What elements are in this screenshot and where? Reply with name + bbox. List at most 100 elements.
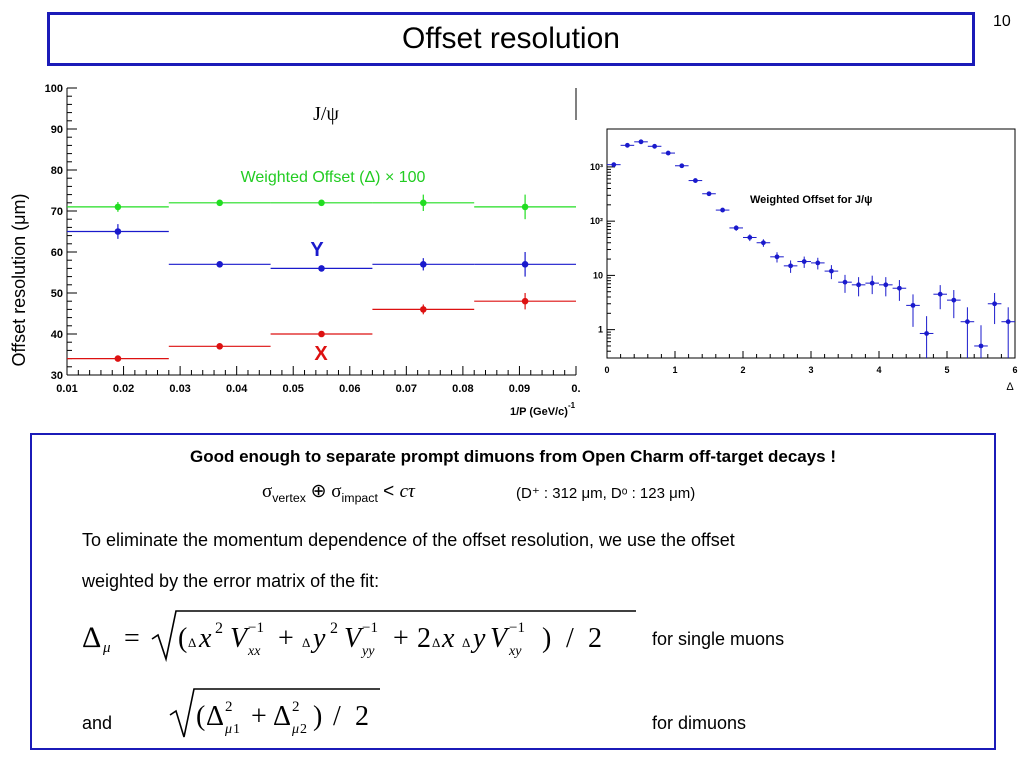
svg-text:2: 2 [292, 699, 300, 715]
right-plot-data-point [856, 282, 861, 288]
dimuons-label: for dimuons [652, 713, 747, 733]
svg-text:μ: μ [224, 722, 232, 737]
svg-text:Δ: Δ [82, 621, 101, 654]
left-plot-y-tick-label: 30 [51, 370, 63, 382]
left-plot-y-tick-label: 70 [51, 206, 63, 218]
left-plot-data-point [420, 261, 427, 268]
paragraph-line-1: To eliminate the momentum dependence of … [82, 530, 735, 550]
right-plot-data-point [897, 285, 902, 291]
left-plot-data-point [114, 203, 122, 211]
right-plot-data-point [992, 301, 997, 307]
right-plot-frame [606, 128, 1016, 359]
right-plot-data-point [910, 302, 916, 308]
svg-text:Δ: Δ [273, 701, 291, 732]
sigma-impact-symbol: σ [331, 481, 342, 502]
svg-text:2: 2 [355, 701, 369, 732]
svg-text:): ) [542, 623, 551, 654]
right-plot-data-point [706, 191, 712, 197]
paragraph-line-2: weighted by the error matrix of the fit: [82, 571, 380, 591]
svg-text:+: + [278, 623, 294, 654]
right-plot-x-tick-label: 4 [876, 365, 881, 375]
left-plot-x-tick-label: 0.03 [169, 383, 190, 395]
left-plot-y-tick-label: 100 [45, 83, 63, 95]
left-plot-data-point [318, 199, 325, 207]
weighted-offset-histogram: 0 1 2 3 4 5 6 1 10 10² 10³ Weighted Offset for J/ψ… [590, 128, 1018, 393]
right-plot-y-tick-label: 1 [598, 325, 603, 335]
left-plot-x-tick-label: 0.09 [509, 383, 530, 395]
left-plot-x-tick-label: 0. [571, 383, 580, 395]
left-plot-y-tick-label: 60 [51, 247, 63, 259]
left-plot-data-point [420, 306, 427, 313]
right-plot-data-point [788, 263, 793, 269]
left-plot-xlabel: 1/P (GeV/c) [510, 406, 568, 418]
d-meson-ctau-values: (D⁺ : 312 μm, Dᵒ : 123 μm) [516, 485, 696, 502]
less-than-symbol: < [377, 481, 400, 502]
right-plot-y-tick-label: 10³ [590, 162, 603, 172]
jpsi-label: J/ψ [313, 103, 339, 125]
svg-text:−1: −1 [248, 620, 264, 636]
left-plot-data-point [420, 199, 427, 207]
left-plot-x-tick-label: 0.08 [452, 383, 473, 395]
ctau-symbol: cτ [399, 481, 415, 502]
right-plot-data-point [774, 254, 780, 260]
x-series-label: X [314, 343, 328, 365]
left-plot-x-tick-label: 0.02 [113, 383, 134, 395]
and-label: and [82, 713, 113, 733]
right-plot-data-point [638, 139, 644, 145]
left-plot-x-tick-label: 0.01 [56, 383, 77, 395]
right-plot-data-point [883, 282, 889, 288]
svg-text:(: ( [178, 623, 187, 654]
left-plot-ylabel: Offset resolution (μm) [9, 193, 29, 366]
left-plot-data-point [521, 297, 529, 305]
y-series-label: Y [310, 239, 324, 261]
svg-text:/: / [333, 701, 341, 732]
impact-subscript: impact [341, 490, 378, 505]
right-plot-data-point [978, 343, 984, 349]
svg-text:μ: μ [102, 640, 111, 656]
right-plot-x-tick-label: 1 [672, 365, 677, 375]
right-plot-data-point [801, 259, 807, 264]
svg-text:y: y [470, 623, 486, 654]
left-plot-y-tick-label: 80 [51, 165, 63, 177]
svg-text:2: 2 [215, 620, 223, 637]
svg-text:Δ: Δ [432, 635, 440, 650]
right-plot-y-tick-label: 10 [593, 270, 603, 280]
right-plot-axes: 0 1 2 3 4 5 6 1 10 10² 10³ [590, 162, 1018, 375]
svg-text:): ) [313, 701, 322, 732]
sigma-vertex-symbol: σ [262, 481, 273, 502]
right-plot-data-point [1005, 319, 1011, 325]
svg-text:x: x [198, 623, 212, 654]
svg-text:xy: xy [508, 644, 522, 659]
left-plot-y-tick-label: 40 [51, 329, 63, 341]
right-plot-data-point [937, 291, 943, 297]
right-plot-data-point [842, 279, 848, 285]
right-plot-data-point [869, 280, 875, 286]
single-muon-delta-formula: Δ μ = ( Δ x 2 V xx −1 + Δ y 2 V yy −1 + … [82, 610, 636, 663]
svg-text:V: V [230, 623, 250, 654]
svg-text:Δ: Δ [188, 635, 196, 650]
left-plot-data-point [114, 228, 122, 235]
left-plot-x-tick-label: 0.05 [283, 383, 304, 395]
svg-text:−1: −1 [362, 620, 378, 636]
left-plot-marks [67, 194, 576, 362]
svg-text:2: 2 [588, 623, 602, 654]
svg-text:μ: μ [291, 722, 299, 737]
right-plot-data-point [965, 319, 970, 325]
resolution-condition: σvertex ⊕ σimpact < cτ [262, 480, 415, 505]
svg-text:V: V [490, 623, 510, 654]
right-plot-data-point [665, 150, 671, 156]
svg-text:=: = [124, 623, 140, 654]
right-plot-x-tick-label: 0 [604, 365, 609, 375]
right-plot-data-point [693, 178, 698, 183]
right-plot-data-point [625, 142, 630, 148]
left-plot-data-point [114, 355, 122, 362]
left-plot-x-tick-label: 0.07 [396, 383, 417, 395]
svg-text:(: ( [196, 701, 205, 732]
headline: Good enough to separate prompt dimuons f… [189, 447, 837, 466]
svg-text:2: 2 [300, 722, 307, 737]
right-plot-data-point [924, 331, 929, 336]
svg-text:Δ: Δ [302, 635, 310, 650]
right-plot-data-point [733, 225, 739, 231]
right-plot-x-tick-label: 3 [808, 365, 813, 375]
svg-text:1: 1 [233, 722, 240, 737]
